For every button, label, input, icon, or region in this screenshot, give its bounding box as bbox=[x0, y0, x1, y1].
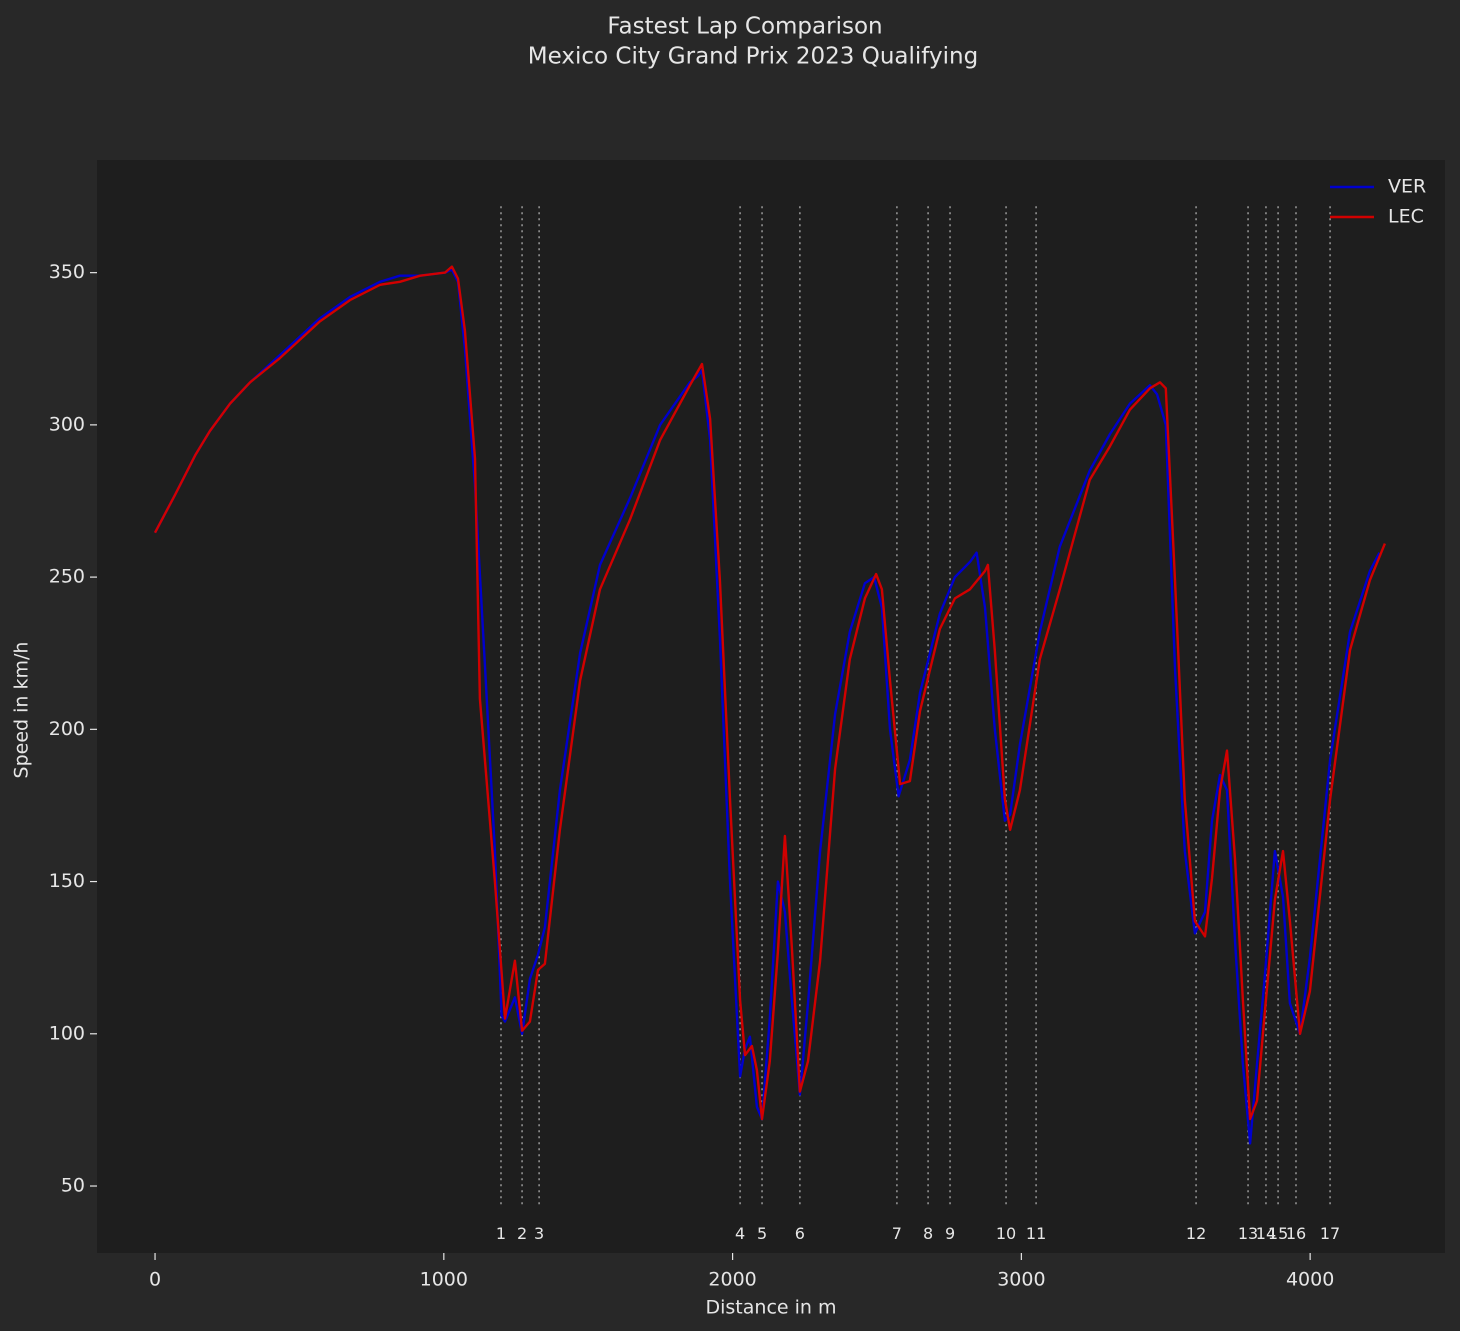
corner-label: 11 bbox=[1026, 1224, 1046, 1243]
chart-subtitle: Mexico City Grand Prix 2023 Qualifying bbox=[528, 44, 978, 70]
y-tick-label: 150 bbox=[49, 870, 85, 892]
corner-label: 3 bbox=[534, 1224, 544, 1243]
corner-label: 14 bbox=[1256, 1224, 1276, 1243]
corner-label: 1 bbox=[496, 1224, 506, 1243]
x-tick-label: 0 bbox=[149, 1269, 161, 1291]
corner-label: 15 bbox=[1268, 1224, 1288, 1243]
legend-label: VER bbox=[1388, 176, 1426, 198]
legend-label: LEC bbox=[1388, 206, 1424, 228]
x-axis-label: Distance in m bbox=[706, 1297, 837, 1319]
y-tick-label: 200 bbox=[49, 718, 85, 740]
corner-label: 2 bbox=[517, 1224, 527, 1243]
corner-label: 17 bbox=[1320, 1224, 1340, 1243]
y-axis-label: Speed in km/h bbox=[11, 642, 33, 779]
corner-label: 4 bbox=[735, 1224, 745, 1243]
x-tick-label: 4000 bbox=[1286, 1269, 1334, 1291]
plot-background bbox=[97, 160, 1445, 1253]
corner-label: 16 bbox=[1286, 1224, 1306, 1243]
y-tick-label: 100 bbox=[49, 1022, 85, 1044]
y-tick-label: 350 bbox=[49, 261, 85, 283]
corner-label: 8 bbox=[923, 1224, 933, 1243]
x-tick-label: 2000 bbox=[708, 1269, 756, 1291]
corner-label: 10 bbox=[996, 1224, 1016, 1243]
corner-label: 5 bbox=[757, 1224, 767, 1243]
y-tick-label: 50 bbox=[61, 1175, 85, 1197]
corner-label: 7 bbox=[892, 1224, 902, 1243]
chart-title: Fastest Lap Comparison bbox=[607, 14, 882, 40]
corner-label: 13 bbox=[1238, 1224, 1258, 1243]
x-tick-label: 3000 bbox=[997, 1269, 1045, 1291]
speed-line bbox=[153, 268, 1381, 1145]
corner-label: 6 bbox=[795, 1224, 805, 1243]
y-tick-label: 250 bbox=[49, 566, 85, 588]
corner-label: 12 bbox=[1186, 1224, 1206, 1243]
speed-line bbox=[153, 265, 1387, 1121]
x-tick-label: 1000 bbox=[420, 1269, 468, 1291]
corner-label: 9 bbox=[945, 1224, 955, 1243]
y-tick-label: 300 bbox=[49, 413, 85, 435]
